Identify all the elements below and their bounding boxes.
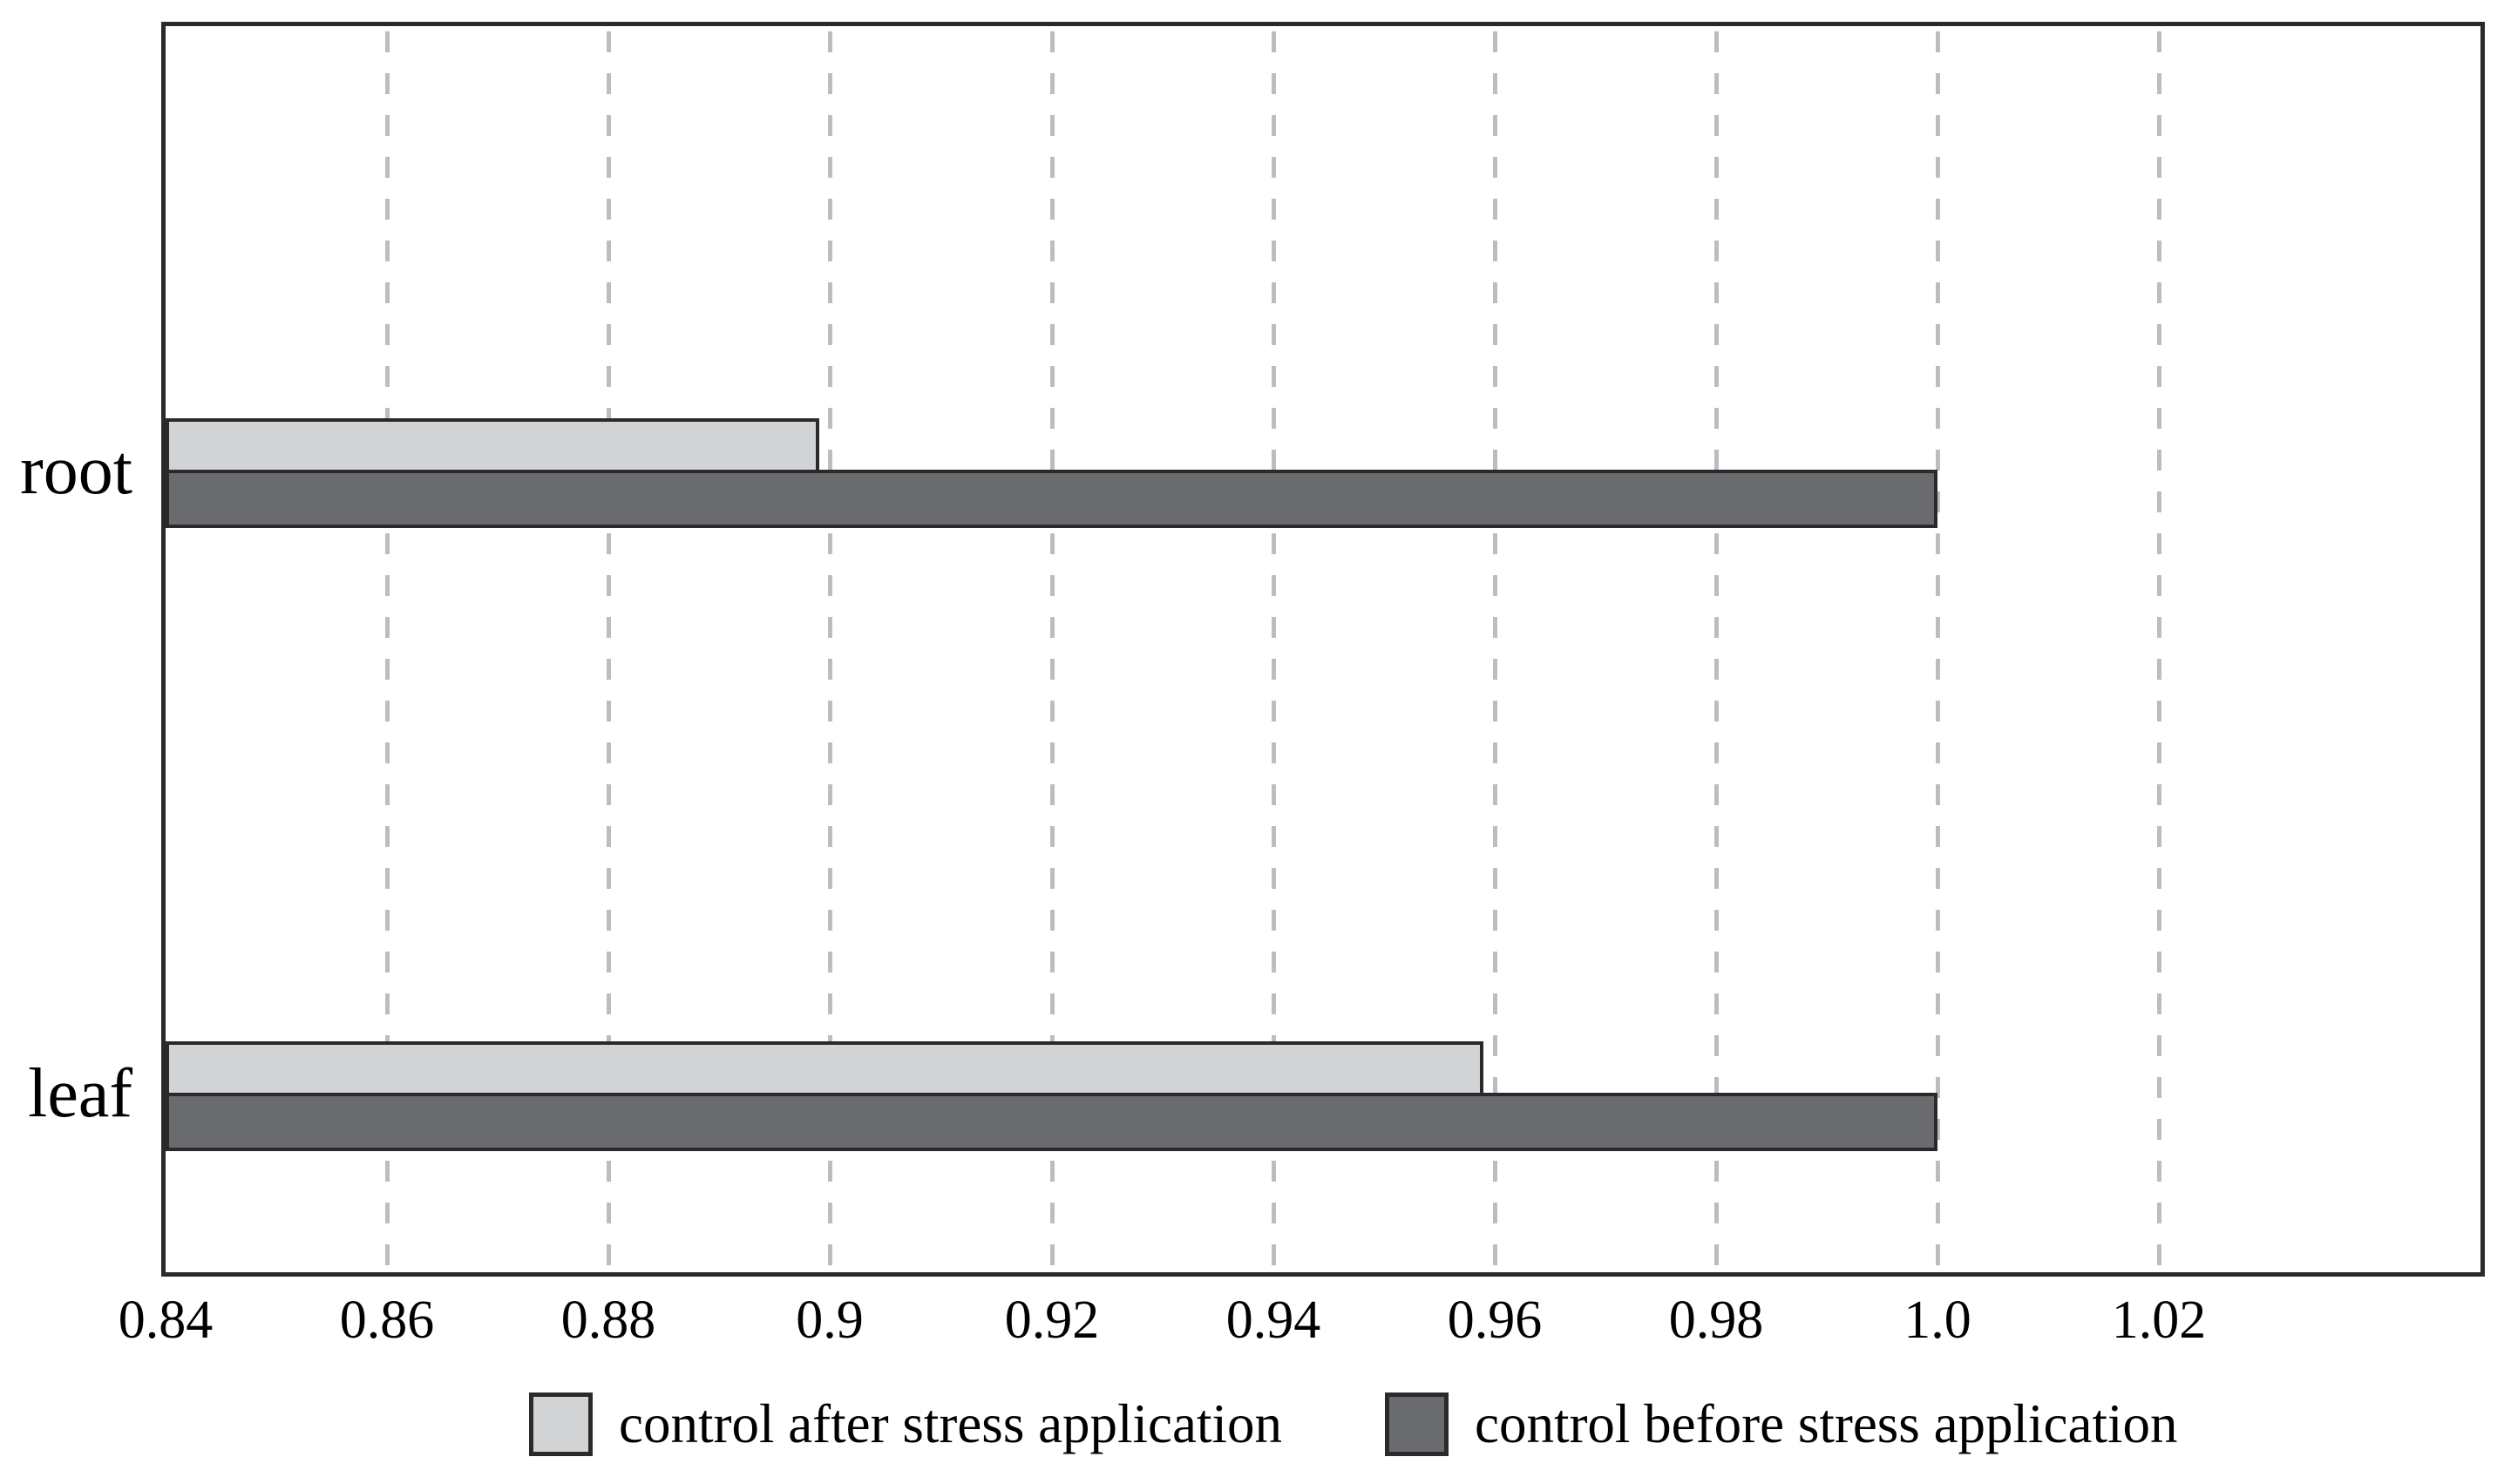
x-tick-0.9: 0.9 [796, 1291, 864, 1350]
x-tick-0.86: 0.86 [339, 1291, 435, 1350]
gridline-0.88 [607, 31, 611, 1272]
bar-root-before-stress [166, 470, 1937, 528]
x-tick-0.96: 0.96 [1447, 1291, 1543, 1350]
legend-swatch-before-stress [1384, 1393, 1449, 1456]
gridline-0.98 [1714, 31, 1719, 1272]
gridline-1.0 [1936, 31, 1940, 1272]
gridline-0.96 [1493, 31, 1497, 1272]
bar-leaf-before-stress [166, 1093, 1937, 1151]
x-tick-1.0: 1.0 [1903, 1291, 1971, 1350]
gridline-1.02 [2157, 31, 2161, 1272]
x-tick-0.94: 0.94 [1225, 1291, 1321, 1350]
gridline-0.92 [1050, 31, 1055, 1272]
legend-entry-after-stress: control after stress application [529, 1393, 1282, 1456]
bar-leaf-after-stress [166, 1041, 1483, 1096]
legend-swatch-after-stress [529, 1393, 593, 1456]
x-tick-0.98: 0.98 [1668, 1291, 1764, 1350]
legend-label-before-stress: control before stress application [1474, 1393, 2178, 1454]
category-label-root: root [20, 431, 132, 509]
x-tick-0.88: 0.88 [560, 1291, 656, 1350]
gridline-0.9 [828, 31, 832, 1272]
category-label-leaf: leaf [28, 1054, 132, 1132]
legend-entry-before-stress: control before stress application [1384, 1393, 2178, 1456]
gridline-0.94 [1272, 31, 1276, 1272]
plot-area [161, 22, 2485, 1277]
bar-root-after-stress [166, 418, 819, 473]
legend-label-after-stress: control after stress application [619, 1393, 1282, 1454]
legend: control after stress application control… [529, 1393, 2177, 1456]
x-tick-0.92: 0.92 [1004, 1291, 1100, 1350]
x-tick-0.84: 0.84 [118, 1291, 214, 1350]
gridline-0.86 [385, 31, 390, 1272]
x-tick-1.02: 1.02 [2111, 1291, 2207, 1350]
